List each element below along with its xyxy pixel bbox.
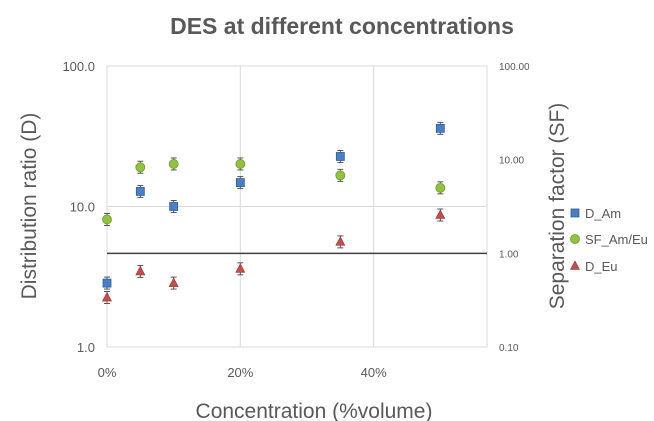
y-tick-label: 10.0 xyxy=(70,200,95,215)
series-SF_Am/Eu xyxy=(102,157,446,226)
point-SF_Am/Eu xyxy=(335,170,346,181)
legend-marker-SF_Am/Eu xyxy=(570,234,580,244)
y2-tick-label: 1.00 xyxy=(499,249,519,260)
plot-area xyxy=(106,65,488,348)
point-D_Am xyxy=(135,187,145,196)
point-D_Am xyxy=(435,123,445,133)
point-D_Am xyxy=(102,278,112,288)
chart-title: DES at different concentrations xyxy=(170,13,514,39)
point-D_Eu xyxy=(435,209,446,219)
data-marks xyxy=(102,121,446,305)
x-axis-title: Concentration (%volume) xyxy=(196,400,433,421)
legend: D_Am SF_Am/Eu D_Eu xyxy=(570,206,648,274)
point-SF_Am/Eu xyxy=(235,159,246,169)
y-tick-label: 100.0 xyxy=(62,59,95,74)
point-SF_Am/Eu xyxy=(435,182,446,193)
x-tick-label: 40% xyxy=(361,365,387,380)
y2-tick-label: 100.00 xyxy=(499,62,530,73)
y2-tick-label: 0.10 xyxy=(499,343,519,354)
point-SF_Am/Eu xyxy=(135,162,146,173)
point-D_Eu xyxy=(235,263,246,273)
point-D_Am xyxy=(169,202,179,211)
y2-axis-ticks: 0.10 1.00 10.00 100.00 xyxy=(499,62,530,354)
y2-axis-title: Separation factor (SF) xyxy=(546,103,569,310)
legend-label-D_Am: D_Am xyxy=(585,206,621,221)
point-D_Eu xyxy=(168,277,179,287)
legend-label-D_Eu: D_Eu xyxy=(585,259,618,274)
x-axis-ticks: 0% 20% 40% xyxy=(98,365,388,380)
point-SF_Am/Eu xyxy=(168,159,179,169)
grid xyxy=(106,65,487,348)
y-tick-label: 1.0 xyxy=(77,340,95,355)
point-SF_Am/Eu xyxy=(102,214,112,225)
legend-marker-D_Eu xyxy=(570,260,580,270)
x-tick-label: 0% xyxy=(98,365,117,380)
series-D_Am xyxy=(102,121,445,290)
y-axis-title: Distribution ratio (D) xyxy=(18,113,41,300)
point-D_Am xyxy=(335,152,345,161)
y-axis-ticks: 1.0 10.0 100.0 xyxy=(62,59,95,355)
point-D_Eu xyxy=(335,236,346,246)
series-D_Eu xyxy=(102,208,446,305)
point-D_Eu xyxy=(102,291,112,302)
point-D_Eu xyxy=(135,265,146,276)
y2-tick-label: 10.00 xyxy=(499,156,524,167)
legend-label-SF_Am/Eu: SF_Am/Eu xyxy=(585,232,648,247)
x-tick-label: 20% xyxy=(227,365,253,380)
point-D_Am xyxy=(235,178,245,187)
legend-marker-D_Am xyxy=(570,208,580,218)
